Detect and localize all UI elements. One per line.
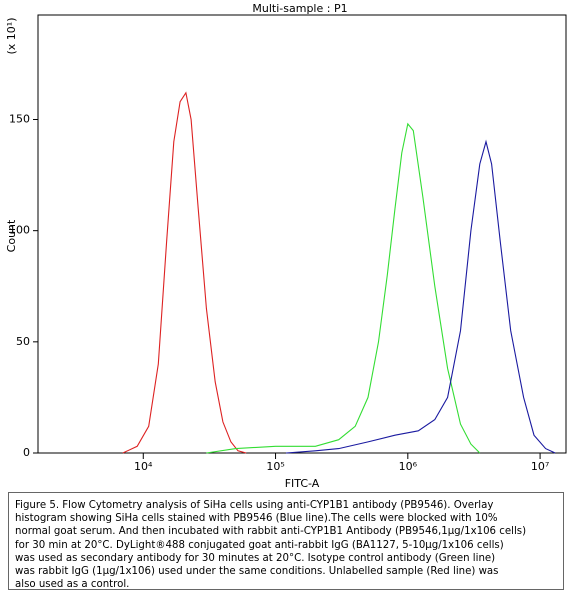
y-tick-label: 50: [16, 335, 30, 348]
x-axis-label: FITC-A: [285, 477, 320, 490]
y-tick-label: 100: [9, 224, 30, 237]
histogram-line: [206, 122, 481, 454]
caption-line: normal goat serum. And then incubated wi…: [15, 526, 527, 538]
y-multiplier: (x 10¹): [5, 18, 18, 55]
caption-line: was used as secondary antibody for 30 mi…: [15, 552, 496, 564]
caption: Figure 5. Flow Cytometry analysis of SiH…: [8, 492, 564, 590]
y-tick-label: 0: [23, 446, 30, 459]
x-tick-label: 10⁶: [399, 460, 418, 473]
y-axis-label: Count: [5, 219, 18, 252]
x-tick-label: 10⁴: [134, 460, 153, 473]
plot-frame: [37, 14, 567, 454]
chart-title: Multi-sample : P1: [252, 2, 347, 15]
caption-line: was rabbit IgG (1μg/1x106) used under th…: [15, 566, 499, 578]
chart: Multi-sample : P1 (x 10¹) Count FITC-A 0…: [5, 2, 567, 490]
caption-line: histogram showing SiHa cells stained wit…: [15, 513, 498, 525]
x-tick-label: 10⁵: [266, 460, 284, 473]
caption-line: also used as a control.: [15, 579, 130, 590]
caption-line: for 30 min at 20°C. DyLight®488 conjugat…: [15, 539, 504, 551]
caption-line: Figure 5. Flow Cytometry analysis of SiH…: [15, 500, 494, 511]
histogram-line: [122, 91, 247, 454]
histogram-line: [285, 139, 556, 454]
y-tick-label: 150: [9, 112, 30, 125]
x-tick-label: 10⁷: [531, 460, 549, 473]
